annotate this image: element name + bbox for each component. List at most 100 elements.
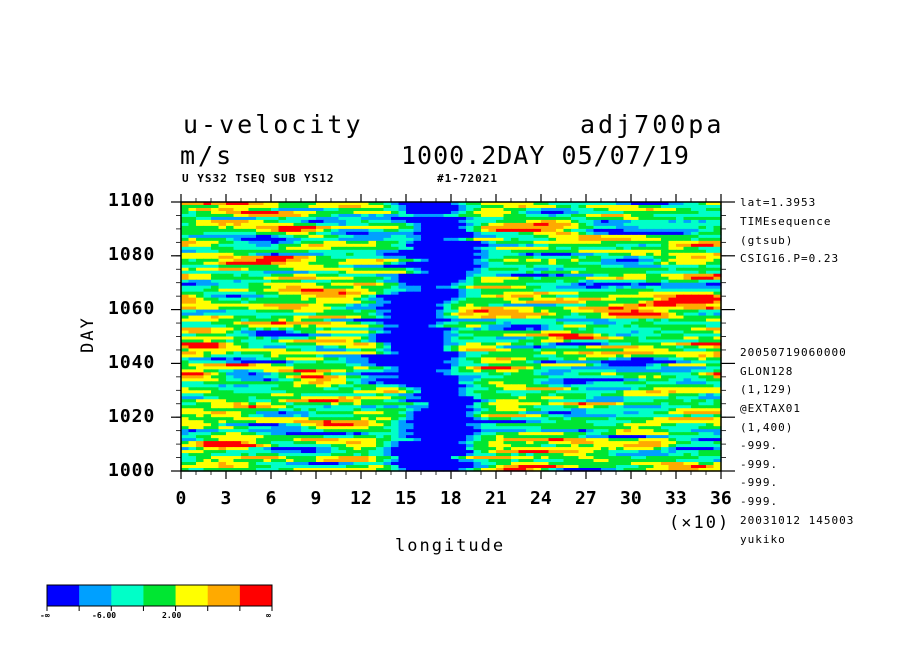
heatmap-cell (698, 246, 707, 251)
heatmap-cell (683, 261, 692, 266)
heatmap-cell (353, 372, 362, 376)
heatmap-cell (248, 345, 257, 350)
heatmap-cell (226, 378, 235, 382)
heatmap-cell (406, 369, 415, 373)
heatmap-cell (458, 273, 467, 278)
heatmap-cell (563, 285, 572, 290)
heatmap-cell (368, 219, 377, 224)
heatmap-cell (241, 267, 250, 272)
heatmap-cell (713, 324, 722, 329)
heatmap-cell (616, 279, 625, 284)
heatmap-cell (601, 228, 610, 233)
heatmap-cell (391, 228, 400, 233)
heatmap-cell (196, 324, 205, 329)
heatmap-cell (226, 264, 235, 269)
heatmap-cell (398, 393, 407, 397)
heatmap-cell (466, 333, 475, 338)
heatmap-cell (383, 222, 392, 227)
heatmap-cell (301, 249, 310, 254)
heatmap-cell (391, 279, 400, 284)
heatmap-cell (533, 222, 542, 227)
heatmap-cell (593, 282, 602, 287)
heatmap-cell (646, 372, 655, 376)
heatmap-cell (623, 366, 632, 370)
heatmap-cell (526, 285, 535, 290)
heatmap-cell (571, 228, 580, 233)
heatmap-cell (293, 369, 302, 373)
heatmap-cell (451, 288, 460, 293)
heatmap-cell (638, 255, 647, 260)
heatmap-cell (263, 342, 272, 347)
heatmap-cell (406, 279, 415, 284)
heatmap-cell (241, 291, 250, 296)
heatmap-cell (286, 252, 295, 257)
heatmap-cell (571, 231, 580, 236)
heatmap-cell (518, 372, 527, 376)
heatmap-cell (533, 270, 542, 275)
heatmap-cell (436, 309, 445, 314)
heatmap-cell (331, 234, 340, 239)
heatmap-cell (436, 202, 445, 206)
heatmap-cell (706, 369, 715, 373)
heatmap-cell (653, 294, 662, 299)
heatmap-cell (233, 204, 242, 209)
heatmap-cell (511, 351, 520, 356)
heatmap-cell (421, 351, 430, 356)
heatmap-cell (256, 219, 265, 224)
heatmap-cell (398, 324, 407, 329)
heatmap-cell (181, 291, 190, 296)
heatmap-cell (211, 336, 220, 341)
heatmap-cell (421, 297, 430, 302)
heatmap-cell (533, 294, 542, 299)
heatmap-cell (503, 381, 512, 385)
heatmap-cell (368, 342, 377, 347)
heatmap-cell (706, 345, 715, 350)
heatmap-cell (593, 204, 602, 209)
heatmap-cell (526, 219, 535, 224)
heatmap-cell (293, 342, 302, 347)
heatmap-cell (466, 255, 475, 260)
heatmap-cell (421, 282, 430, 287)
heatmap-cell (263, 369, 272, 373)
heatmap-cell (331, 330, 340, 335)
heatmap-cell (376, 294, 385, 299)
heatmap-cell (631, 261, 640, 266)
heatmap-cell (653, 324, 662, 329)
heatmap-cell (556, 210, 565, 215)
heatmap-cell (406, 381, 415, 385)
heatmap-cell (518, 225, 527, 230)
heatmap-cell (608, 405, 617, 409)
heatmap-cell (218, 210, 227, 215)
heatmap-cell (593, 366, 602, 370)
heatmap-cell (196, 303, 205, 308)
heatmap-cell (706, 366, 715, 370)
heatmap-cell (308, 336, 317, 341)
heatmap-cell (271, 396, 280, 400)
heatmap-cell (361, 273, 370, 278)
heatmap-cell (511, 267, 520, 272)
heatmap-cell (398, 249, 407, 254)
heatmap-cell (353, 405, 362, 409)
heatmap-cell (458, 294, 467, 299)
heatmap-cell (263, 291, 272, 296)
heatmap-cell (211, 222, 220, 227)
heatmap-cell (413, 225, 422, 230)
heatmap-cell (503, 216, 512, 221)
heatmap-cell (376, 372, 385, 376)
heatmap-cell (196, 405, 205, 409)
heatmap-cell (331, 381, 340, 385)
heatmap-cell (473, 330, 482, 335)
heatmap-cell (676, 202, 685, 206)
heatmap-cell (248, 369, 257, 373)
heatmap-cell (421, 240, 430, 245)
heatmap-cell (541, 258, 550, 263)
heatmap-cell (443, 375, 452, 379)
heatmap-cell (286, 399, 295, 403)
heatmap-cell (676, 300, 685, 305)
heatmap-cell (233, 213, 242, 218)
heatmap-cell (308, 258, 317, 263)
heatmap-cell (316, 318, 325, 323)
heatmap-cell (263, 363, 272, 367)
heatmap-cell (481, 384, 490, 388)
heatmap-cell (218, 372, 227, 376)
